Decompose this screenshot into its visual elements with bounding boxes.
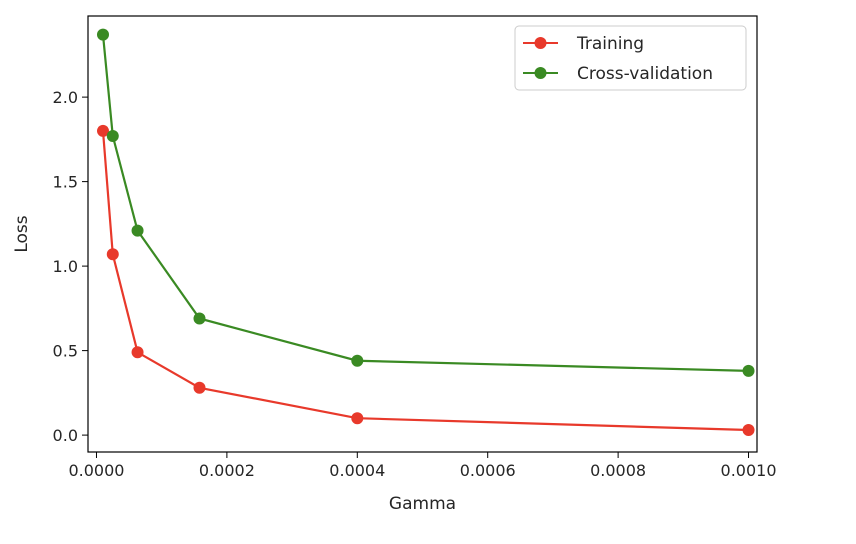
- series-line-training: [101, 130, 749, 432]
- legend-label-training: Training: [576, 34, 644, 54]
- data-point-training: [131, 346, 144, 359]
- data-point-training: [106, 248, 119, 261]
- data-point-cross-validation: [106, 129, 119, 142]
- series-line-cross-validation: [101, 34, 749, 372]
- data-point-cross-validation: [96, 28, 109, 41]
- y-tick-label: 0.0: [53, 426, 78, 445]
- y-tick-label: 2.0: [53, 88, 78, 107]
- y-axis-ticks: 0.0 0.5 1.0 1.5 2.0: [53, 88, 88, 445]
- x-tick-label: 0.0010: [721, 461, 777, 480]
- x-tick-label: 0.0000: [68, 461, 124, 480]
- plot-frame: [87, 15, 758, 453]
- data-point-training: [96, 124, 109, 137]
- legend: Training Cross-validation: [514, 25, 747, 91]
- data-point-training: [742, 424, 755, 437]
- data-point-training: [193, 381, 206, 394]
- data-point-cross-validation: [742, 364, 755, 377]
- y-tick-label: 0.5: [53, 342, 78, 361]
- y-tick-label: 1.5: [53, 173, 78, 192]
- series-layer: [96, 28, 755, 437]
- x-tick-label: 0.0006: [460, 461, 516, 480]
- x-axis-ticks: 0.0000 0.0002 0.0004 0.0006 0.0008 0.0010: [68, 452, 777, 480]
- data-point-cross-validation: [351, 354, 364, 367]
- y-axis-label: Loss: [12, 215, 32, 252]
- x-axis-label: Gamma: [389, 494, 456, 514]
- x-tick-label: 0.0008: [590, 461, 646, 480]
- x-tick-label: 0.0004: [329, 461, 385, 480]
- y-tick-label: 1.0: [53, 257, 78, 276]
- legend-box: [514, 25, 747, 91]
- legend-label-cross-validation: Cross-validation: [577, 64, 713, 84]
- data-point-cross-validation: [193, 312, 206, 325]
- data-point-cross-validation: [131, 224, 144, 237]
- legend-marker-training: [534, 37, 547, 49]
- x-tick-label: 0.0002: [199, 461, 255, 480]
- data-point-training: [351, 412, 364, 425]
- legend-marker-cross-validation: [534, 67, 547, 79]
